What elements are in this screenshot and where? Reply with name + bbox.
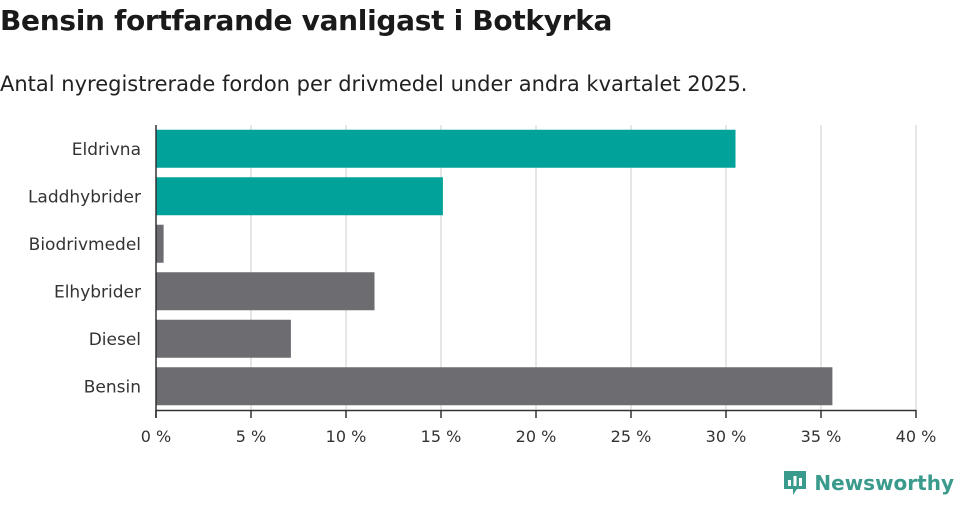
newsworthy-logo-icon [784, 471, 807, 495]
x-tick-label: 5 % [236, 427, 266, 446]
bar-diesel [156, 319, 291, 358]
bar-elhybrider [156, 272, 375, 311]
category-label: Laddhybrider [28, 187, 141, 207]
x-tick-label: 10 % [326, 427, 367, 446]
newsworthy-brand[interactable]: Newsworthy [782, 469, 954, 497]
x-tick-label: 40 % [896, 427, 937, 446]
x-tick-label: 15 % [421, 427, 462, 446]
chart-title: Bensin fortfarande vanligast i Botkyrka [0, 4, 613, 37]
category-label: Biodrivmedel [29, 235, 141, 255]
category-label: Diesel [89, 330, 141, 350]
bar-bensin [156, 367, 833, 406]
category-label: Bensin [84, 377, 141, 397]
gridlines [250, 125, 917, 410]
category-label: Elhybrider [54, 282, 141, 302]
bars [156, 129, 833, 406]
bar-eldrivna [156, 129, 736, 168]
x-tick-label: 20 % [516, 427, 557, 446]
x-tick-label: 30 % [706, 427, 747, 446]
category-labels: Eldrivna Laddhybrider Biodrivmedel Elhybrid… [28, 140, 141, 398]
bar-biodrivmedel [156, 224, 164, 263]
x-tick-label: 25 % [611, 427, 652, 446]
chart-subtitle: Antal nyregistrerade fordon per drivmede… [0, 72, 748, 96]
x-tick-label: 35 % [801, 427, 842, 446]
x-tick-label: 0 % [141, 427, 171, 446]
brand-name: Newsworthy [814, 471, 954, 495]
category-label: Eldrivna [72, 140, 141, 160]
bar-laddhybrider [156, 177, 443, 216]
x-axis: 0 % 5 % 10 % 15 % 20 % 25 % 30 % 35 % 40 % [141, 125, 937, 446]
